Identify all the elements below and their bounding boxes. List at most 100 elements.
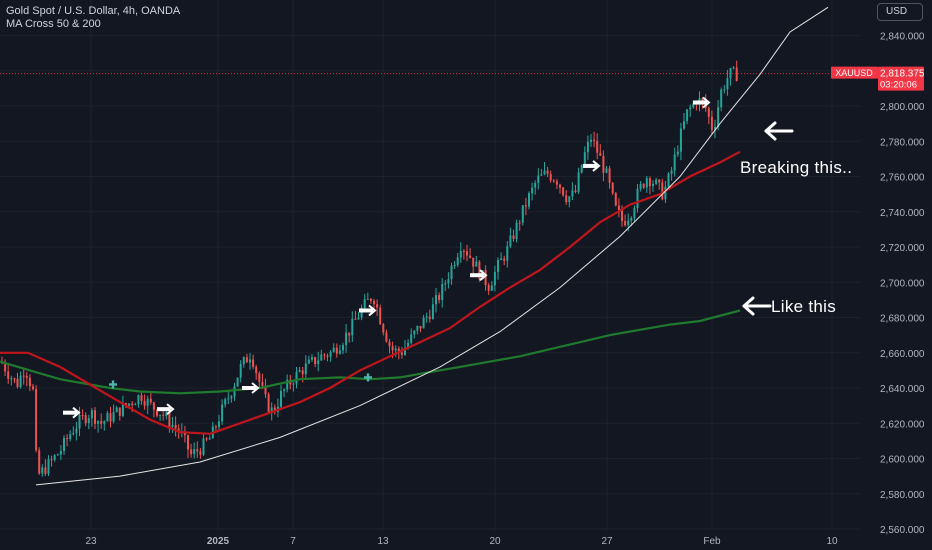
ma200-line: [0, 309, 741, 395]
candle-body: [407, 342, 410, 348]
candle-body: [633, 208, 636, 218]
candle-body: [462, 250, 465, 252]
candle-body: [577, 172, 580, 192]
candle-body: [249, 359, 251, 363]
y-tick-label: 2,700.000: [880, 278, 925, 289]
candle-body: [47, 459, 50, 474]
price-tag-value-box: [878, 66, 924, 91]
arrow-marker-shaft: [242, 386, 256, 390]
candle-body: [84, 415, 87, 424]
candle-body: [236, 377, 239, 387]
candle-body: [131, 403, 134, 406]
candle-body: [676, 151, 679, 155]
candle-body: [735, 67, 738, 82]
candle-body: [311, 357, 313, 360]
candle-body: [394, 348, 397, 351]
candle-body: [87, 418, 90, 424]
candle-body: [441, 284, 444, 300]
candle-body: [38, 450, 41, 474]
indicator-label[interactable]: MA Cross 50 & 200: [6, 18, 101, 30]
candle-body: [35, 389, 38, 451]
candle-body: [586, 141, 589, 153]
annotation-like-label: Like this: [771, 297, 837, 316]
candle-body: [258, 373, 261, 382]
candle-body: [146, 398, 149, 406]
moving-averages: [0, 150, 741, 435]
candle-body: [549, 173, 552, 181]
candle-body: [44, 467, 47, 474]
candle-body: [329, 351, 332, 357]
candle-body: [255, 366, 258, 374]
candle-body: [456, 257, 459, 266]
candle-body: [224, 399, 227, 405]
candle-body: [363, 299, 366, 308]
candle-body: [599, 152, 602, 156]
candle-body: [593, 139, 596, 142]
candle-body: [298, 370, 301, 372]
candle-body: [546, 170, 549, 174]
candle-body: [627, 220, 630, 226]
candle-body: [645, 178, 648, 188]
candle-body: [500, 258, 503, 261]
candle-body: [366, 298, 369, 300]
candle-body: [580, 164, 583, 173]
candle-body: [69, 434, 72, 439]
candle-body: [78, 414, 81, 429]
x-tick-label: 23: [85, 536, 97, 547]
candle-body: [304, 363, 307, 375]
candle-body: [630, 217, 633, 221]
candle-body: [431, 304, 434, 319]
candle-body: [242, 357, 245, 365]
candle-body: [360, 307, 363, 318]
candle-body: [326, 355, 329, 357]
candle-body: [261, 381, 264, 386]
arrow-marker-head: [592, 160, 601, 172]
x-axis: 23 2025 7 13 20 27 Feb 10: [85, 536, 838, 547]
candle-body: [190, 449, 193, 455]
candle-body: [444, 283, 447, 285]
currency-button[interactable]: USD: [877, 3, 923, 21]
candle-body: [472, 257, 475, 267]
candle-body: [459, 250, 462, 258]
candle-body: [53, 455, 56, 460]
candle-body: [90, 410, 93, 419]
candle-body: [487, 285, 490, 291]
y-tick-label: 2,760.000: [880, 173, 925, 184]
candle-body: [323, 354, 326, 356]
candle-body: [338, 350, 341, 354]
candle-body: [707, 108, 710, 117]
candle-body: [537, 175, 540, 183]
candle-body: [714, 126, 716, 131]
arrow-marker-shaft: [470, 273, 484, 278]
candle-body: [664, 186, 667, 200]
candle-body: [94, 410, 96, 424]
candle-body: [106, 413, 109, 422]
candle-body: [425, 316, 428, 318]
candle-body: [652, 183, 654, 187]
candle-body: [469, 255, 472, 258]
ma50-line: [0, 150, 741, 435]
candle-body: [428, 316, 431, 319]
candle-body: [121, 403, 124, 416]
candle-body: [493, 271, 496, 286]
y-axis: 2,560.000 2,580.000 2,600.000 2,620.000 2,64…: [880, 32, 925, 537]
candle-body: [214, 426, 217, 428]
candle-body: [7, 371, 10, 379]
candle-body: [385, 332, 388, 342]
arrow-marker-head: [479, 269, 488, 281]
candle-body: [28, 377, 31, 387]
candle-body: [32, 386, 34, 390]
candle-body: [490, 285, 493, 291]
candle-body: [351, 318, 354, 336]
candle-body: [422, 317, 425, 329]
candle-body: [723, 89, 726, 91]
candle-body: [233, 386, 236, 397]
candle-body: [239, 364, 242, 378]
candle-body: [230, 396, 233, 399]
x-tick-label: 20: [489, 536, 501, 547]
y-tick-label: 2,640.000: [880, 384, 925, 395]
candle-body: [196, 449, 199, 452]
candle-body: [484, 270, 487, 286]
candle-body: [636, 188, 639, 209]
